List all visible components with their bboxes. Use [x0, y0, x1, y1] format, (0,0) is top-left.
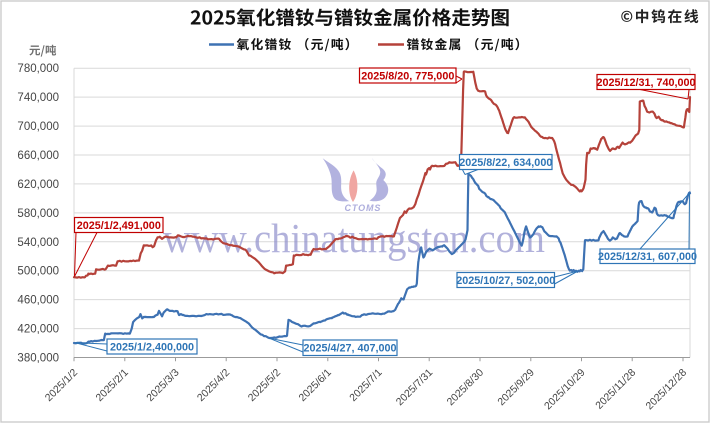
- svg-text:740,000: 740,000: [17, 92, 59, 104]
- svg-text:700,000: 700,000: [17, 121, 59, 133]
- svg-text:380,000: 380,000: [17, 353, 59, 365]
- svg-text:660,000: 660,000: [17, 150, 59, 162]
- svg-text:460,000: 460,000: [17, 295, 59, 307]
- svg-text:2025/4/27, 407,000: 2025/4/27, 407,000: [303, 343, 396, 355]
- svg-text:580,000: 580,000: [17, 208, 59, 220]
- svg-text:500,000: 500,000: [17, 266, 59, 278]
- svg-text:2025/1/2,491,000: 2025/1/2,491,000: [77, 220, 161, 232]
- svg-text:2025/8/20, 775,000: 2025/8/20, 775,000: [361, 70, 454, 82]
- svg-text:620,000: 620,000: [17, 179, 59, 191]
- svg-text:780,000: 780,000: [17, 63, 59, 75]
- svg-text:2025/10/27, 502,000: 2025/10/27, 502,000: [456, 275, 555, 287]
- svg-text:2025/1/2,400,000: 2025/1/2,400,000: [110, 341, 194, 353]
- svg-text:2025/8/22, 634,000: 2025/8/22, 634,000: [459, 157, 552, 169]
- svg-text:2025/12/31, 607,000: 2025/12/31, 607,000: [598, 251, 697, 263]
- svg-text:2025/12/31, 740,000: 2025/12/31, 740,000: [596, 77, 695, 89]
- svg-text:CTOMS: CTOMS: [345, 203, 382, 213]
- svg-text:540,000: 540,000: [17, 237, 59, 249]
- svg-text:420,000: 420,000: [17, 324, 59, 336]
